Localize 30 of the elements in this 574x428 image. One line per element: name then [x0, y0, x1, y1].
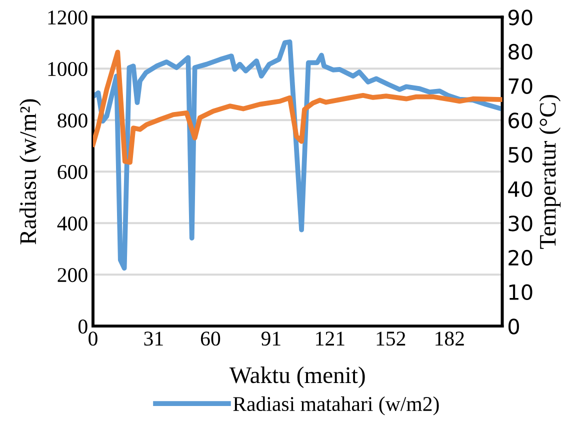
y2-tick-label: 40 — [508, 181, 532, 198]
y-tick-label: 400 — [57, 216, 88, 231]
y-tick-label: 200 — [58, 268, 88, 282]
y-tick-label: 0 — [78, 320, 88, 334]
y2-tick-label: 50 — [508, 146, 532, 163]
x-tick-label: 182 — [436, 332, 464, 346]
y2-axis-title: Temperatur (°C) — [539, 95, 561, 249]
x-tick-label: 31 — [144, 332, 163, 346]
y2-tick-label: 60 — [508, 112, 532, 128]
line-series — [92, 50, 502, 165]
y-tick-label: 1200 — [48, 10, 88, 25]
y-axis-title: Radiasu (w/m²) — [19, 99, 41, 244]
y2-tick-label: 30 — [508, 216, 532, 232]
x-tick-label: 0 — [88, 332, 98, 346]
x-tick-label: 121 — [316, 332, 344, 346]
x-tick-label: 60 — [200, 332, 220, 346]
y-tick-label: 800 — [58, 114, 88, 128]
x-tick-label: 152 — [376, 332, 406, 346]
legend-label: Radiasi matahari (w/m2) — [233, 396, 439, 416]
y2-tick-label: 70 — [508, 78, 532, 94]
x-axis-title: Waktu (menit) — [229, 366, 365, 388]
y2-tick-label: 20 — [508, 250, 532, 266]
line-series — [92, 39, 502, 271]
y2-tick-label: 10 — [509, 284, 532, 300]
x-tick-label: 91 — [261, 332, 280, 346]
y2-tick-label: 80 — [508, 44, 532, 60]
y-tick-label: 600 — [58, 165, 88, 180]
y2-tick-label: 0 — [508, 318, 519, 334]
y-tick-label: 1000 — [48, 62, 88, 76]
y2-tick-label: 90 — [508, 10, 532, 26]
